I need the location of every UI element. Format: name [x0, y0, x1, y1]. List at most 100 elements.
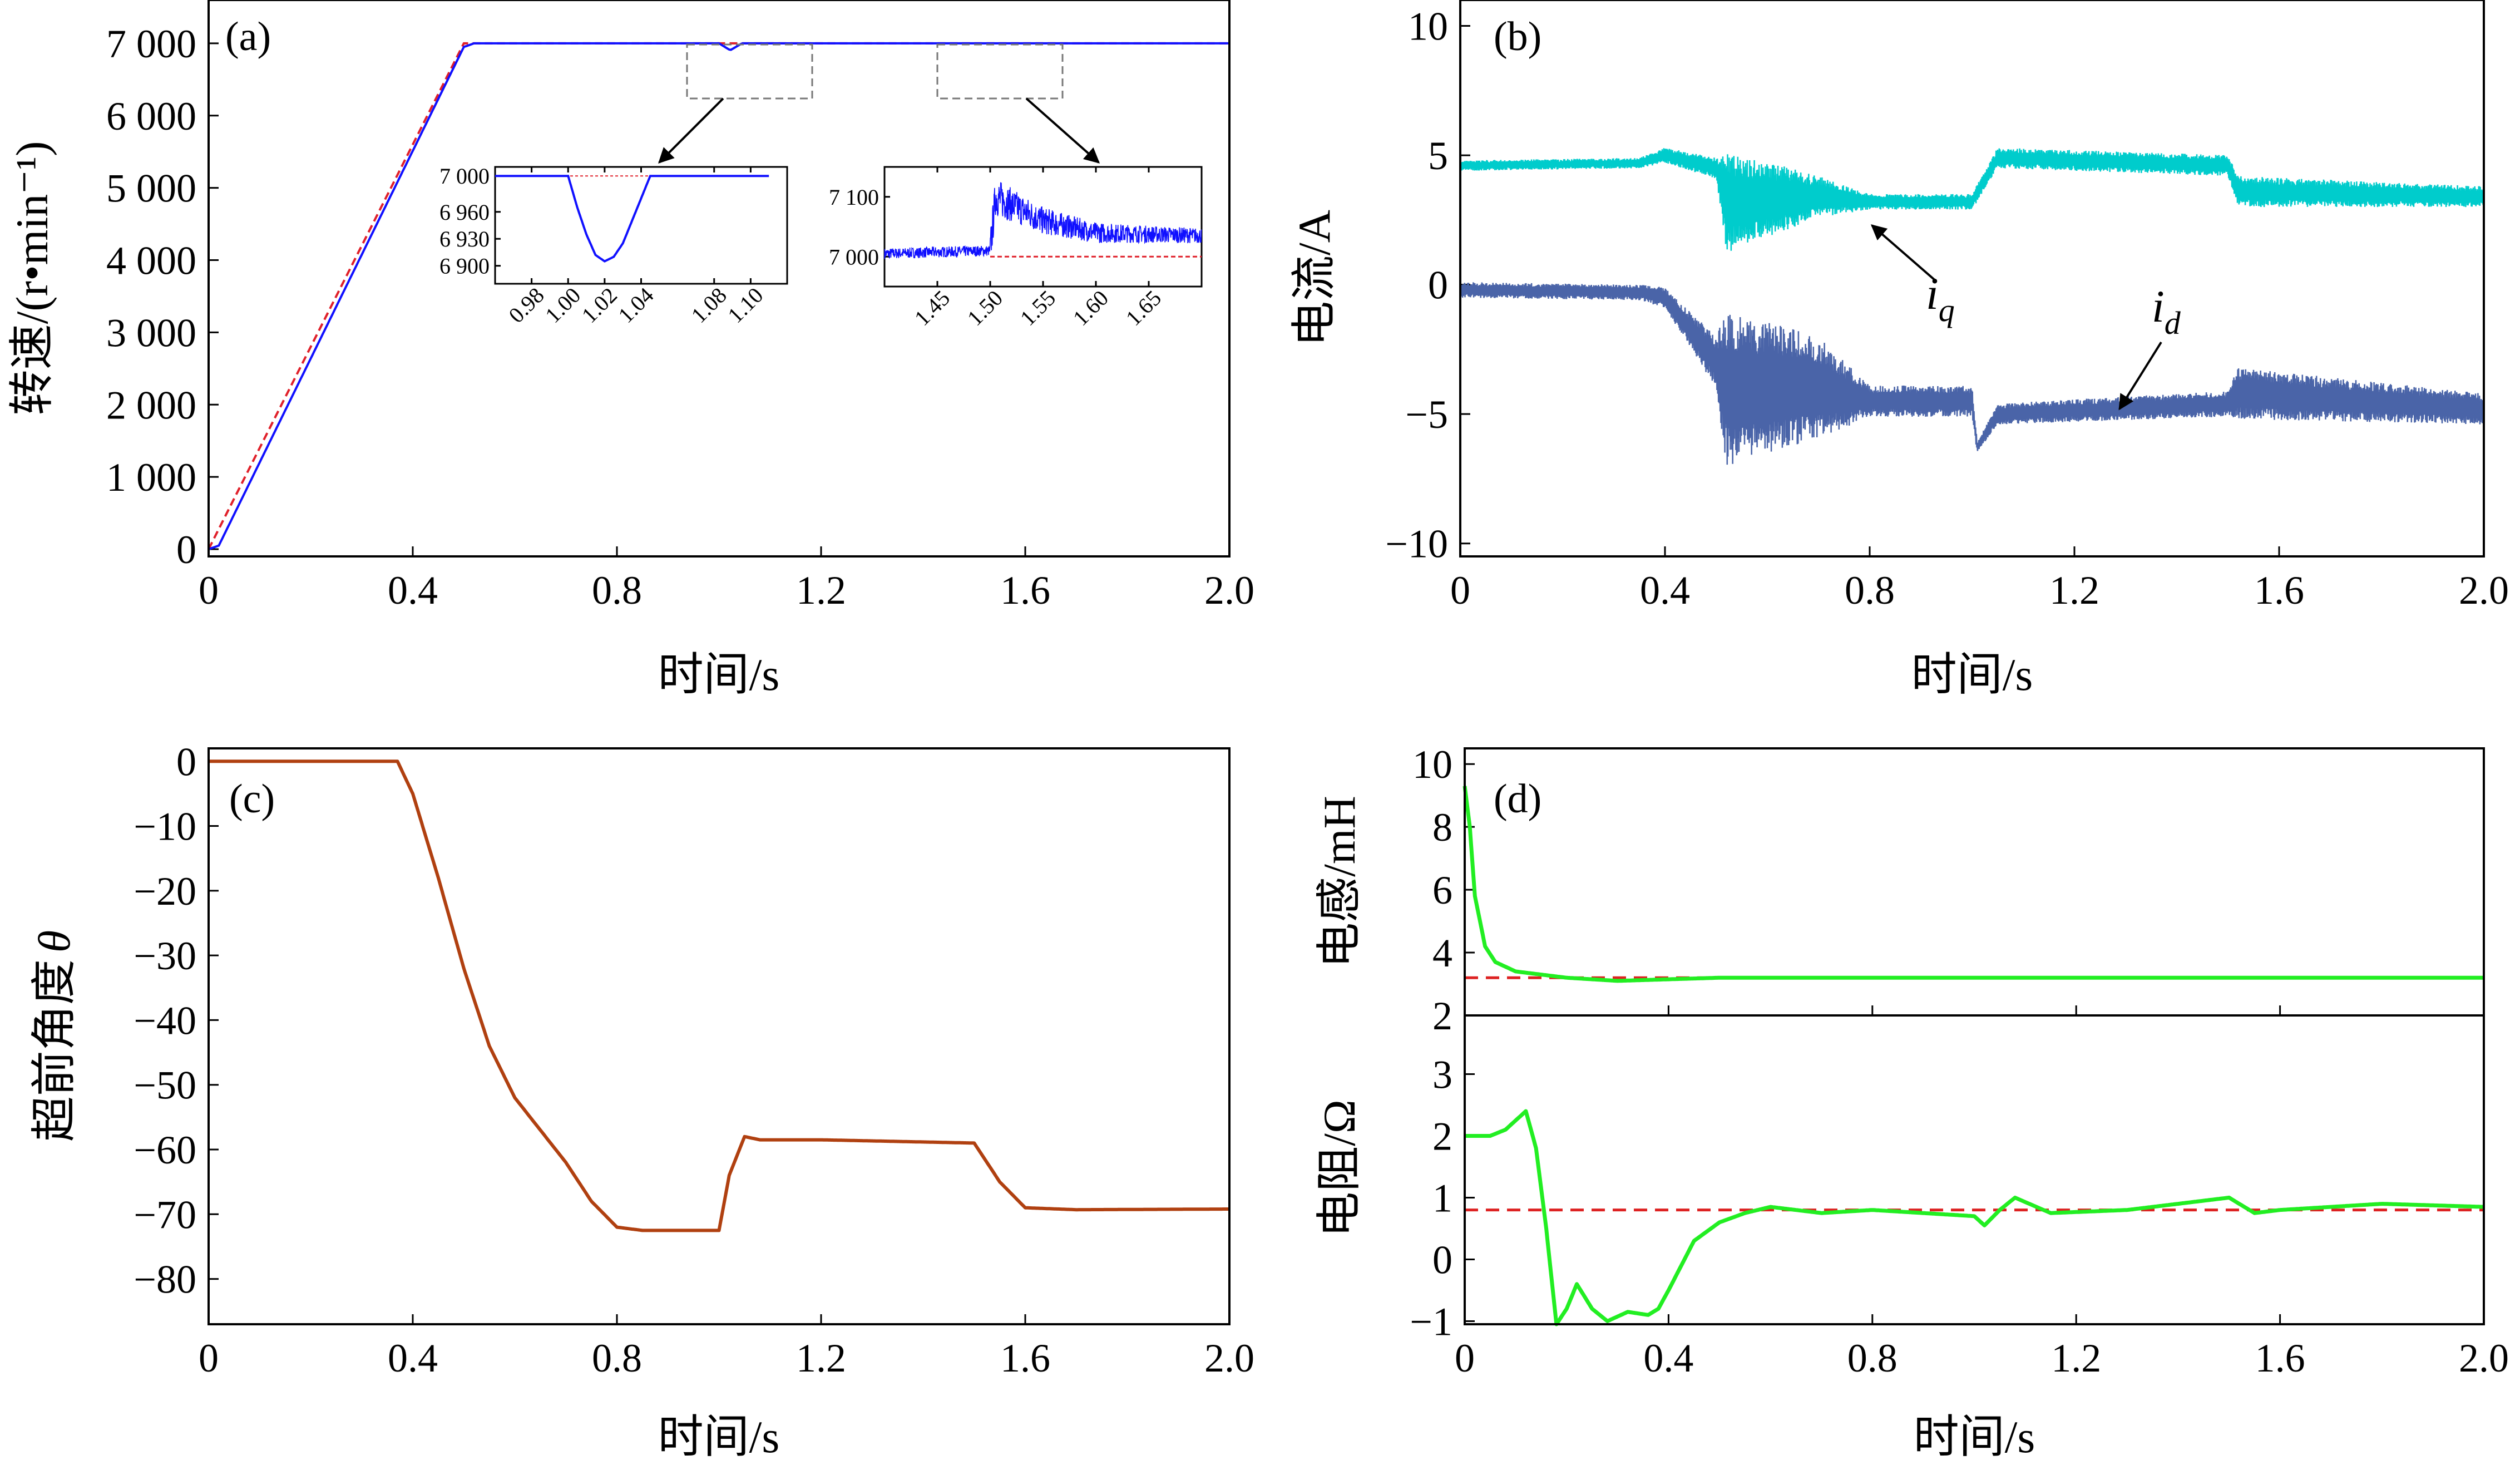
panel-d-ytick-labels: 2 4 6 8 10 −1 0 1 2 3	[1410, 742, 1452, 1344]
x-tick-label: 1.2	[796, 568, 846, 613]
annotation-iq: iq	[1870, 224, 1955, 328]
panel-b-ylabel: 电流/A	[1289, 210, 1340, 347]
y-tick-label: 4 000	[106, 239, 196, 283]
panel-c-label: (c)	[229, 776, 275, 822]
x-tick-label: 1.10	[723, 283, 768, 328]
x-tick-label: 1.45	[910, 285, 955, 331]
annotation-iq-label: iq	[1926, 268, 1955, 328]
panel-d-top-frame	[1464, 747, 2485, 1017]
x-tick-label: 1.6	[1000, 568, 1050, 613]
x-tick-label: 1.65	[1121, 285, 1166, 331]
zoom-arrow-1	[658, 97, 724, 164]
x-tick-label: 0.8	[592, 568, 642, 613]
panel-d-bottom-frame	[1464, 1014, 2485, 1325]
x-tick-label: 0.8	[592, 1336, 642, 1380]
panel-c-xtick-labels: 0 0.4 0.8 1.2 1.6 2.0	[199, 1336, 1254, 1380]
x-tick-label: 0.8	[1847, 1336, 1898, 1380]
x-tick-label: 0.4	[1643, 1336, 1693, 1380]
theta-line	[208, 759, 1230, 1232]
panel-d-xtick-labels: 0 0.4 0.8 1.2 1.6 2.0	[1455, 1336, 2509, 1380]
speed-line	[208, 42, 1229, 550]
y-tick-label: 1 000	[106, 455, 196, 500]
x-tick-label: 0.4	[388, 1336, 438, 1380]
y-tick-label: 6	[1432, 868, 1452, 912]
y-tick-label: −60	[134, 1128, 196, 1172]
x-tick-label: 1.6	[2254, 568, 2304, 613]
y-tick-label: 3 000	[106, 310, 196, 355]
y-tick-label: 0	[176, 739, 196, 784]
y-tick-label: −50	[134, 1063, 196, 1108]
y-tick-label: 10	[1408, 4, 1448, 49]
y-tick-label: 0	[176, 527, 196, 572]
panel-d-series	[1462, 786, 2485, 1326]
y-tick-label: 7 000	[829, 244, 879, 269]
y-tick-label: −40	[134, 998, 196, 1043]
panel-d-top-ylabel: 电感/mH	[1314, 796, 1365, 968]
y-tick-label: 0	[1432, 1237, 1452, 1282]
panel-a-series	[207, 42, 1229, 550]
panel-b-frame	[1459, 0, 2485, 558]
panel-c-series	[208, 759, 1230, 1232]
x-tick-label: 2.0	[1204, 1336, 1254, 1380]
y-tick-label: 7 100	[829, 185, 879, 210]
resistance-line	[1464, 1109, 2485, 1326]
panel-b-xtick-labels: 0 0.4 0.8 1.2 1.6 2.0	[1450, 568, 2509, 613]
x-tick-label: 0.98	[503, 283, 549, 328]
x-tick-label: 0.4	[388, 568, 438, 613]
y-tick-label: 7 000	[106, 22, 196, 66]
x-tick-label: 1.60	[1068, 285, 1113, 331]
y-tick-label: 2 000	[106, 383, 196, 427]
x-tick-label: 0.8	[1845, 568, 1895, 613]
panel-a-xlabel: 时间/s	[658, 649, 780, 700]
y-tick-label: 10	[1412, 742, 1452, 787]
annotation-iq-arrow	[1870, 224, 1937, 282]
y-tick-label: −20	[134, 869, 196, 914]
x-tick-label: 1.00	[540, 283, 585, 328]
x-tick-label: 1.50	[962, 285, 1007, 331]
panel-a-ylabel: 转速/(r•min⁻¹)	[7, 141, 57, 416]
inset-1-background	[494, 166, 788, 285]
inductance-line	[1462, 786, 2485, 983]
panel-d-xlabel: 时间/s	[1914, 1412, 2035, 1462]
inset-2-series	[884, 182, 1202, 259]
iq-line	[1459, 148, 2485, 251]
y-tick-label: 2	[1432, 1114, 1452, 1158]
x-tick-label: 2.0	[2459, 568, 2509, 613]
x-tick-label: 0	[199, 568, 219, 613]
y-tick-label: 6 930	[439, 226, 490, 251]
zoom-arrow-2	[1025, 97, 1100, 164]
zoom-box-2	[936, 43, 1064, 100]
panel-d-ticks	[1464, 763, 2485, 1324]
y-tick-label: −80	[134, 1257, 196, 1302]
panel-c-ylabel: 超前角度θ	[29, 930, 80, 1142]
inset-1-speed	[495, 175, 769, 263]
y-tick-label: 7 000	[439, 164, 490, 189]
x-tick-label: 0	[199, 1336, 219, 1380]
panel-b-series	[1459, 148, 2485, 465]
y-tick-label: −30	[134, 934, 196, 978]
panel-b-xlabel: 时间/s	[1911, 649, 2033, 700]
panel-c-ticks	[207, 760, 1231, 1324]
y-tick-label: 3	[1432, 1052, 1452, 1097]
x-tick-label: 1.6	[1000, 1336, 1050, 1380]
y-tick-label: −5	[1405, 392, 1448, 437]
panel-b-ytick-labels: −10 −5 0 5 10	[1385, 4, 1448, 566]
y-tick-label: −10	[1385, 522, 1448, 566]
speed-reference-line	[207, 42, 1229, 550]
panel-c-ytick-labels: 0 −10 −20 −30 −40 −50 −60 −70 −80	[134, 739, 196, 1301]
x-tick-label: 1.02	[577, 283, 622, 328]
zoom-box-1	[686, 43, 813, 100]
x-tick-label: 2.0	[1204, 568, 1254, 613]
panel-a-speed-chart: (a) 0 1 000 2 000 3 000 4 000 5 000 6 000 7 000…	[7, 0, 1254, 700]
x-tick-label: 2.0	[2459, 1336, 2509, 1380]
panel-c-xlabel: 时间/s	[658, 1412, 780, 1462]
panel-d-bottom-ylabel: 电阻/Ω	[1314, 1099, 1365, 1237]
y-tick-label: 2	[1432, 994, 1452, 1038]
x-tick-label: 0.4	[1640, 568, 1690, 613]
panel-a-ytick-labels: 0 1 000 2 000 3 000 4 000 5 000 6 000 7 000	[106, 22, 196, 572]
panel-c-frame	[207, 747, 1231, 1325]
y-tick-label: 1	[1432, 1176, 1452, 1220]
y-tick-label: 6 900	[439, 254, 490, 279]
x-tick-label: 1.04	[613, 283, 658, 328]
